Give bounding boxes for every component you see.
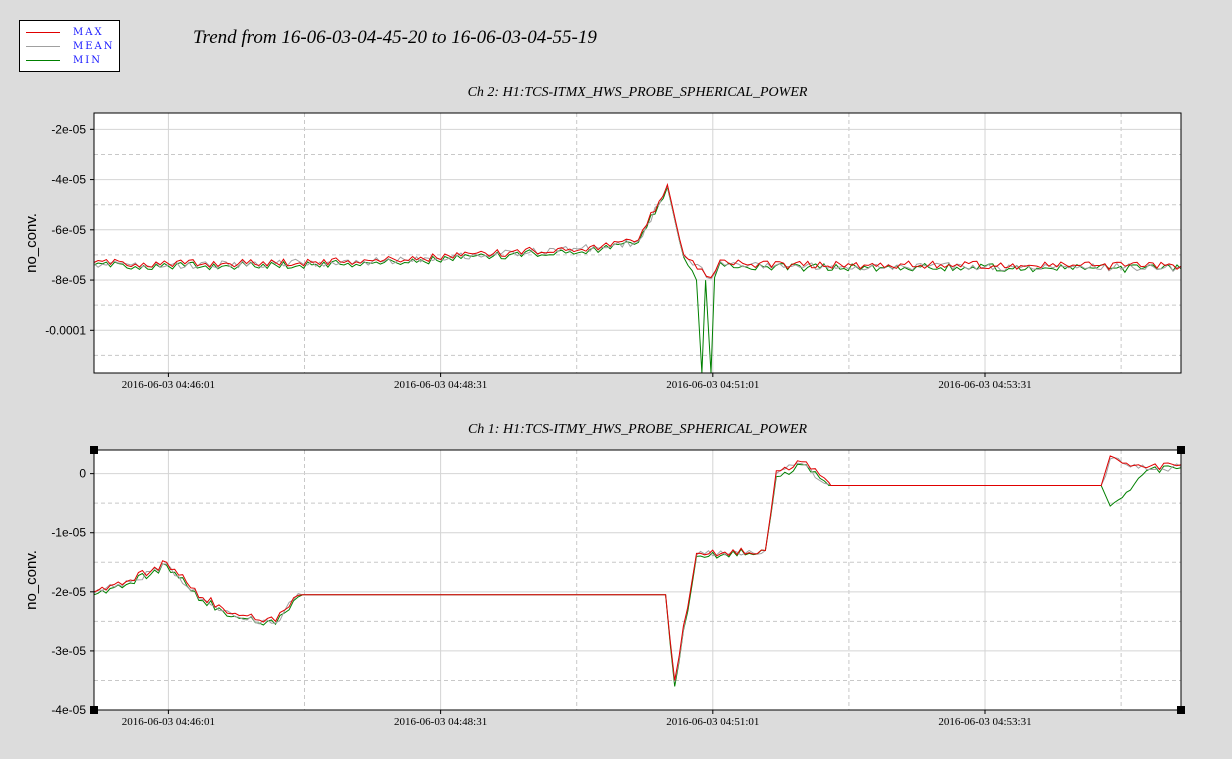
ch1-chart-title: Ch 1: H1:TCS-ITMY_HWS_PROBE_SPHERICAL_PO… bbox=[468, 422, 808, 437]
legend-swatch-mean bbox=[26, 46, 60, 47]
ch1-xtick-label-3: 2016-06-03 04:53:31 bbox=[938, 716, 1031, 728]
ch1-ylabel: no_conv. bbox=[23, 550, 40, 610]
ch2-xtick-label-2: 2016-06-03 04:51:01 bbox=[666, 379, 759, 391]
legend-item-mean: MEAN bbox=[26, 40, 118, 54]
ch1-xtick-label-1: 2016-06-03 04:48:31 bbox=[394, 716, 487, 728]
legend-item-min: MIN bbox=[26, 54, 118, 68]
legend-swatch-min bbox=[26, 60, 60, 61]
legend-item-max: MAX bbox=[26, 26, 118, 40]
ch1-plot-area bbox=[94, 450, 1181, 710]
ch2-plot-frame bbox=[93, 112, 1182, 374]
ch1-xtick-label-0: 2016-06-03 04:46:01 bbox=[122, 716, 215, 728]
ch2-ylabel: no_conv. bbox=[23, 213, 40, 273]
ch1-selection-handle-2 bbox=[90, 706, 98, 714]
ch1-ytick-label-1: -1e-05 bbox=[51, 526, 86, 540]
ch2-xtick-label-1: 2016-06-03 04:48:31 bbox=[394, 379, 487, 391]
ch1-selection-handle-0 bbox=[90, 446, 98, 454]
ch1-selection-handle-1 bbox=[1177, 446, 1185, 454]
legend-label-mean: MEAN bbox=[73, 41, 115, 52]
ch1-xtick-label-2: 2016-06-03 04:51:01 bbox=[666, 716, 759, 728]
ch2-series-max bbox=[93, 182, 1182, 279]
ch2-ytick-label-1: -4e-05 bbox=[51, 173, 86, 187]
legend-label-max: MAX bbox=[73, 27, 104, 38]
ch1-ytick-label-2: -2e-05 bbox=[51, 585, 86, 599]
ch1-plot-frame bbox=[93, 449, 1182, 711]
ch2-chart-title: Ch 2: H1:TCS-ITMX_HWS_PROBE_SPHERICAL_PO… bbox=[468, 85, 808, 100]
ch1-ytick-label-3: -3e-05 bbox=[51, 644, 86, 658]
ch2-ytick-label-4: -0.0001 bbox=[45, 323, 86, 337]
legend-label-min: MIN bbox=[73, 55, 102, 66]
ch2-xtick-label-3: 2016-06-03 04:53:31 bbox=[938, 379, 1031, 391]
trend-title: Trend from 16-06-03-04-45-20 to 16-06-03… bbox=[193, 27, 597, 48]
ch2-ytick-label-3: -8e-05 bbox=[51, 273, 86, 287]
ch1-selection-handle-3 bbox=[1177, 706, 1185, 714]
legend: MAX MEAN MIN bbox=[19, 20, 120, 72]
ch2-xtick-label-0: 2016-06-03 04:46:01 bbox=[122, 379, 215, 391]
ch2-ytick-label-2: -6e-05 bbox=[51, 223, 86, 237]
ch1-ytick-label-0: 0 bbox=[79, 467, 86, 481]
ch1-ytick-label-4: -4e-05 bbox=[51, 703, 86, 717]
ch2-ytick-label-0: -2e-05 bbox=[51, 122, 86, 136]
ch1-series-max bbox=[93, 455, 1182, 681]
legend-swatch-max bbox=[26, 32, 60, 33]
ch2-series-min bbox=[93, 185, 1182, 374]
ch2-series-mean bbox=[93, 184, 1182, 280]
